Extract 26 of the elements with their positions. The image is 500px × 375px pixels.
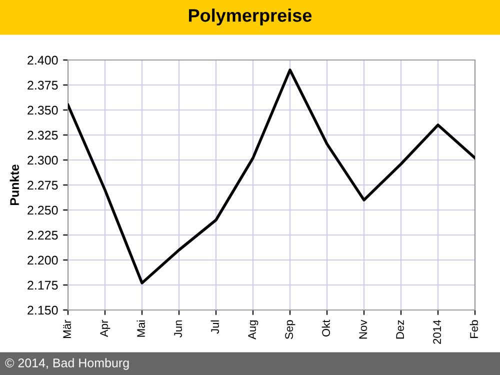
x-tick-label: Feb [470, 320, 478, 338]
y-tick-label: 2.225 [28, 230, 58, 240]
y-tick-label: 2.300 [28, 156, 58, 165]
y-tick-label: 2.325 [28, 130, 58, 140]
y-axis-title: Punkte [10, 164, 19, 205]
x-tick-label: Mär [63, 320, 71, 338]
x-tick-label: Nov [359, 320, 367, 339]
x-tick-label: Jul [210, 320, 219, 334]
y-tick-label: 2.150 [28, 306, 58, 315]
y-tick-label: 2.250 [28, 206, 58, 215]
x-tick-label: 2014 [433, 320, 441, 344]
x-tick-label: Okt [322, 320, 330, 336]
x-tick-label: Jun [174, 320, 182, 338]
chart-title: Polymerpreise [188, 8, 312, 26]
y-tick-label: 2.350 [28, 106, 58, 115]
x-tick-label: Aug [248, 320, 258, 340]
x-tick-label: Mai [136, 320, 145, 337]
y-tick-label: 2.275 [28, 180, 58, 190]
y-tick-label: 2.200 [28, 256, 58, 265]
y-tick-label: 2.175 [28, 280, 58, 290]
text: © 2014, Bad Homburg [5, 358, 129, 370]
y-tick-label: 2.375 [28, 80, 58, 90]
x-tick-label: Sep [285, 320, 296, 339]
x-tick-label: Apr [100, 320, 110, 337]
x-tick-label: Dez [396, 320, 404, 339]
y-tick-label: 2.400 [28, 56, 58, 65]
